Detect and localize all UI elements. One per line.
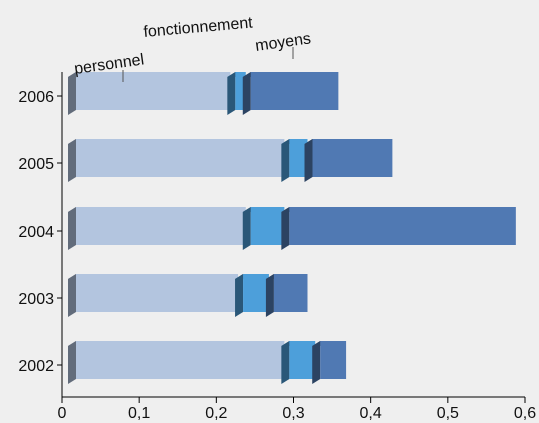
bar-personnel-2003 [68, 274, 239, 317]
axes-layer [57, 72, 526, 403]
bar-moyens-2003 [265, 274, 308, 317]
bar-fonctionnement-2004 [242, 207, 285, 250]
x-tick-label: 0,3 [282, 405, 304, 422]
x-tick-label: 0 [58, 405, 67, 422]
bar-moyens-2005 [304, 139, 393, 182]
bar-personnel-2006 [68, 72, 231, 115]
y-category-label: 2003 [18, 291, 54, 308]
bar-personnel-2004 [68, 207, 246, 250]
y-category-label: 2006 [18, 89, 54, 106]
y-category-label: 2004 [18, 224, 54, 241]
x-tick-label: 0,2 [205, 405, 227, 422]
bar-moyens-2006 [242, 72, 339, 115]
x-tick-label: 0,5 [437, 405, 459, 422]
bar-moyens-2002 [312, 341, 347, 384]
y-category-label: 2005 [18, 156, 54, 173]
series-label-moyens: moyens [254, 30, 312, 55]
bar-moyens-2004 [281, 207, 516, 250]
series-label-fonctionnement: fonctionnement [143, 14, 254, 41]
bar-fonctionnement-2005 [281, 139, 308, 182]
bar-fonctionnement-2002 [281, 341, 316, 384]
bar-fonctionnement-2003 [235, 274, 269, 317]
bar-personnel-2002 [68, 341, 285, 384]
x-tick-label: 0,4 [360, 405, 382, 422]
y-category-label: 2002 [18, 358, 54, 375]
x-tick-label: 0,6 [514, 405, 536, 422]
bars-layer [68, 72, 516, 384]
bar-personnel-2005 [68, 139, 285, 182]
x-tick-label: 0,1 [128, 405, 150, 422]
bar-fonctionnement-2006 [227, 72, 246, 115]
